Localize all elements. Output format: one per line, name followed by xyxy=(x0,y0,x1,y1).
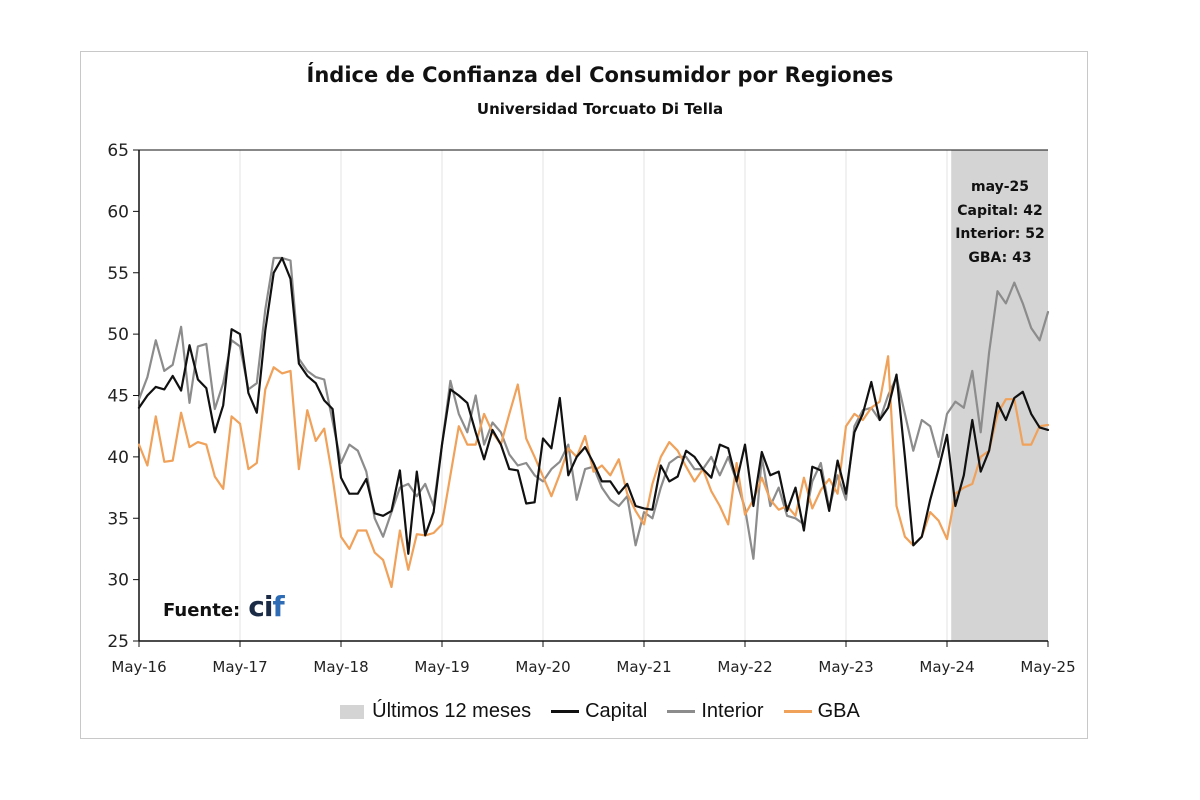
series-line-gba xyxy=(137,355,1050,589)
annotation-line: GBA: 43 xyxy=(968,249,1032,266)
source-label: Fuente: cif xyxy=(163,590,285,623)
y-tick-label: 45 xyxy=(107,387,129,407)
y-tick-label: 55 xyxy=(107,264,129,284)
chart-title: Índice de Confianza del Consumidor por R… xyxy=(306,63,894,87)
source-logo-part: ci xyxy=(248,590,273,623)
series-line-capital xyxy=(137,256,1050,555)
source-logo: cif xyxy=(248,590,284,623)
annotation-line: may-25 xyxy=(970,179,1030,195)
x-tick-label: May-16 xyxy=(111,658,166,676)
legend-label: Interior xyxy=(701,700,764,722)
legend-swatch-interior xyxy=(667,710,696,713)
legend-swatch-capital xyxy=(551,710,580,713)
y-tick-label: 60 xyxy=(107,202,129,222)
latest-value-annotation: may-25 Capital: 42 Interior: 52 GBA: 43 xyxy=(951,176,1049,270)
annotation-line: Interior: 52 xyxy=(955,226,1045,242)
legend-label: Últimos 12 meses xyxy=(372,700,532,722)
y-tick-label: 25 xyxy=(107,632,129,652)
source-prefix: Fuente: xyxy=(163,600,241,621)
chart-frame xyxy=(80,51,1088,739)
legend-swatch-shaded xyxy=(340,704,365,719)
y-tick-label: 30 xyxy=(107,571,129,591)
chart-legend: Últimos 12 meses Capital Interior GBA xyxy=(0,700,1200,723)
annotation-line: Capital: 42 xyxy=(957,202,1043,219)
series-line-interior xyxy=(137,256,1050,560)
x-tick-label: May-21 xyxy=(616,658,671,676)
legend-label: GBA xyxy=(817,700,860,722)
x-tick-label: May-19 xyxy=(414,658,469,676)
chart-subtitle: Universidad Torcuato Di Tella xyxy=(476,100,724,118)
y-tick-label: 65 xyxy=(107,141,129,161)
x-tick-label: May-25 xyxy=(1020,658,1075,676)
y-tick-label: 50 xyxy=(107,325,129,345)
legend-swatch-gba xyxy=(783,710,812,713)
legend-item-capital: Capital xyxy=(551,700,647,723)
legend-item-shaded: Últimos 12 meses xyxy=(340,700,531,723)
y-tick-label: 40 xyxy=(107,448,129,468)
legend-item-gba: GBA xyxy=(783,700,860,723)
source-logo-part: f xyxy=(272,590,284,623)
x-tick-label: May-23 xyxy=(818,658,873,676)
x-tick-label: May-18 xyxy=(313,658,368,676)
x-tick-label: May-20 xyxy=(515,658,570,676)
x-tick-label: May-22 xyxy=(717,658,772,676)
x-tick-label: May-24 xyxy=(919,658,974,676)
legend-item-interior: Interior xyxy=(667,700,764,723)
legend-label: Capital xyxy=(585,700,648,722)
x-tick-label: May-17 xyxy=(212,658,267,676)
y-tick-label: 35 xyxy=(107,509,129,529)
